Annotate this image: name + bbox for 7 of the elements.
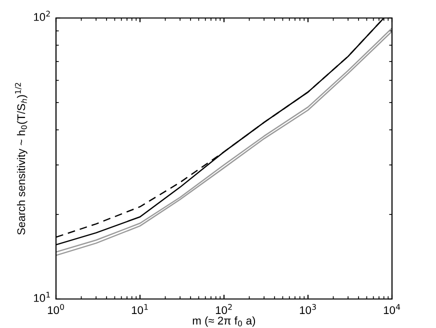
x-axis-title: m (≈ 2π f$_{0}$ a)	[192, 316, 256, 327]
x-tick-label: 10$^{4}$	[384, 304, 400, 314]
x-tick-label: 10$^{1}$	[132, 304, 148, 314]
x-tick-label: 10$^{3}$	[300, 304, 316, 314]
x-tick-label: 10$^{2}$	[216, 304, 232, 314]
x-tick-label: 10$^{0}$	[48, 304, 64, 314]
y-axis-title: Search sensitivity ~ h$_{0}$(T/S$_{h}$)$^{1/2}$	[14, 82, 28, 235]
